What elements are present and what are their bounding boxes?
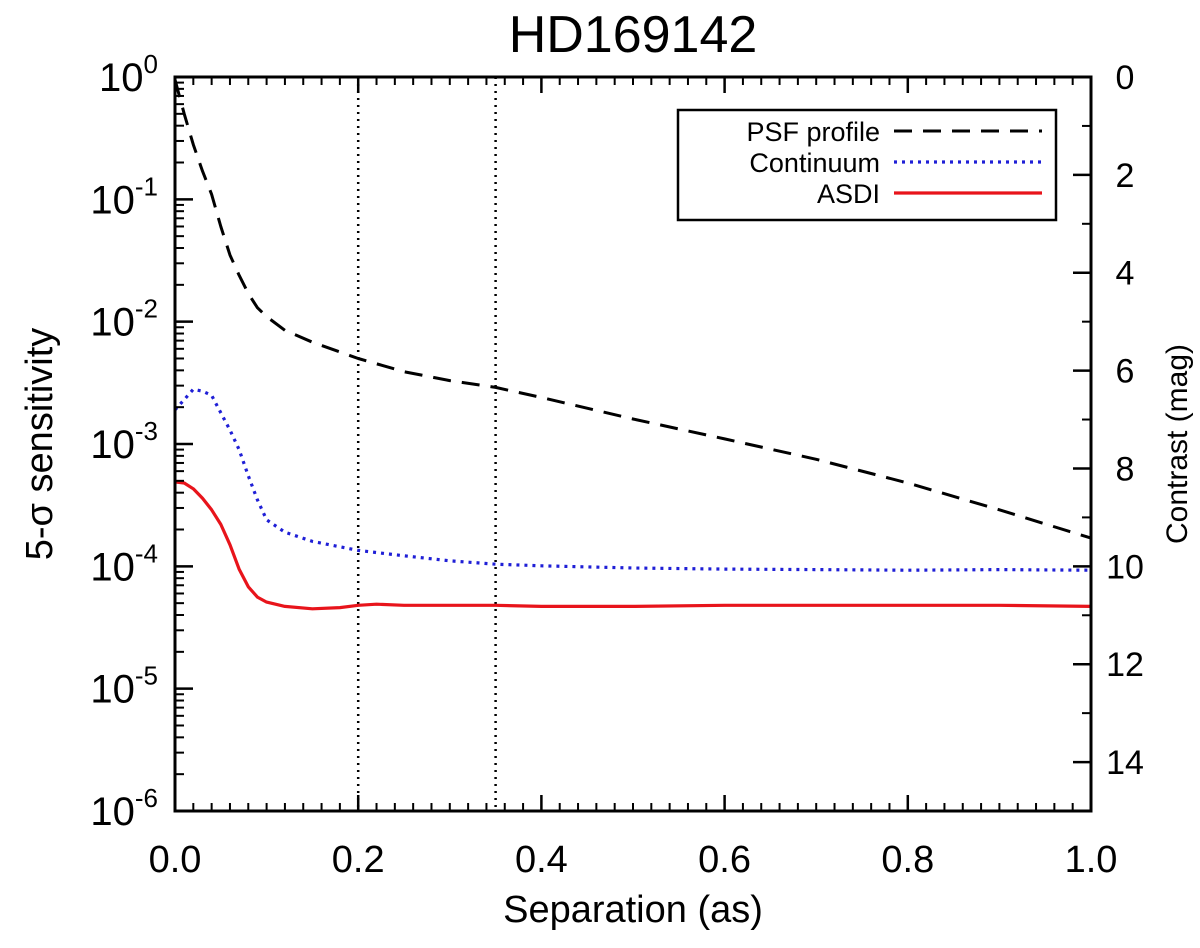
reference-lines [356,77,497,811]
legend-label-asdi: ASDI [817,179,880,209]
y2-tick-label: 8 [1116,450,1135,488]
y2-tick-label: 12 [1106,646,1144,684]
legend-box [676,108,1058,222]
x-axis-label: Separation (as) [503,889,763,931]
x-tick-label: 1.0 [1065,839,1118,881]
chart-title: HD169142 [509,6,758,64]
y2-tick-label: 4 [1116,255,1135,293]
series-line-psf-profile [173,79,1092,540]
y-tick-label: 10-3 [90,416,158,467]
y2-tick-label: 14 [1106,744,1144,782]
y-tick-label: 10-1 [90,171,158,222]
series-line-asdi [174,480,1092,611]
y-tick-label: 100 [99,49,158,100]
y2-tick-label: 0 [1116,59,1135,97]
x-tick-label: 0.0 [149,839,202,881]
legend-label-psf-profile: PSF profile [746,117,880,147]
y2-axis-label: Contrast (mag) [1161,344,1194,544]
y-tick-label: 10-2 [90,294,158,345]
x-tick-label: 0.4 [515,839,568,881]
y-tick-label: 10-5 [90,661,158,712]
y2-tick-label: 6 [1116,353,1135,391]
axes: 0.0 0.2 0.4 0.6 0.8 1.010010-110-210-310-410-… [90,49,1144,881]
x-tick-label: 0.6 [698,839,751,881]
y-axis-label: 5-σ sensitivity [19,328,61,561]
y2-tick-label: 2 [1116,157,1135,195]
legend-label-continuum: Continuum [749,148,880,178]
x-tick-label: 0.2 [332,839,385,881]
y2-tick-label: 10 [1106,548,1144,586]
x-tick-label: 0.8 [881,839,934,881]
series-line-continuum [173,387,1092,572]
y-tick-label: 10-6 [90,783,158,834]
y-tick-label: 10-4 [90,538,158,589]
series-layer [173,79,1092,611]
